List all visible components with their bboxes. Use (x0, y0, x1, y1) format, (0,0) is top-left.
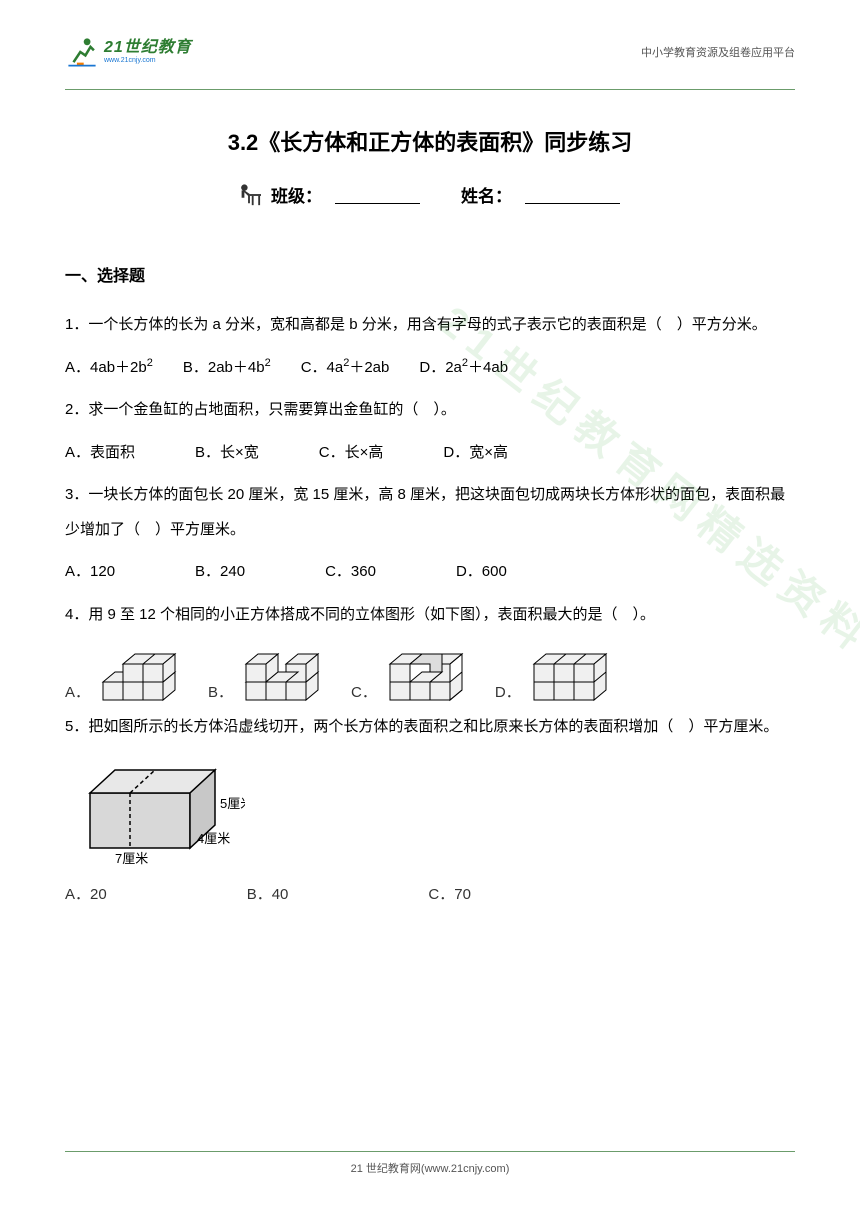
question-3: 3．一块长方体的面包长 20 厘米，宽 15 厘米，高 8 厘米，把这块面包切成… (65, 478, 795, 547)
logo-main-text: 21世纪教育 (104, 40, 192, 56)
question-1-options: A．4ab＋2b2 B．2ab＋4b2 C．4a2＋2ab D．2a2＋4ab (65, 351, 795, 386)
student-desk-icon (235, 183, 263, 207)
question-5: 5．把如图所示的长方体沿虚线切开，两个长方体的表面积之和比原来长方体的表面积增加… (65, 710, 795, 745)
q1-option-b[interactable]: B．2ab＋4b2 (183, 351, 271, 386)
question-3-options: A．120 B．240 C．360 D．600 (65, 555, 795, 590)
header-divider (65, 89, 795, 90)
page-header: 21世纪教育 www.21cnjy.com 中小学教育资源及组卷应用平台 (65, 35, 795, 77)
cuboid-figure-icon: 5厘米 4厘米 7厘米 (75, 758, 245, 868)
name-label: 姓名： (461, 182, 512, 207)
q4-option-c[interactable]: C． (351, 642, 480, 702)
q5-option-c[interactable]: C．70 (428, 883, 471, 904)
logo-runner-icon (65, 35, 99, 69)
dim-length: 7厘米 (115, 851, 148, 866)
name-input-line[interactable] (525, 186, 620, 204)
q2-option-a[interactable]: A．表面积 (65, 436, 135, 471)
q1-option-d[interactable]: D．2a2＋4ab (419, 351, 508, 386)
page-title: 3.2《长方体和正方体的表面积》同步练习 (65, 125, 795, 157)
q3-option-c[interactable]: C．360 (325, 555, 376, 590)
cube-figure-a-icon (93, 642, 193, 702)
page-footer: 21 世纪教育网(www.21cnjy.com) (65, 1151, 795, 1176)
q5-option-b[interactable]: B．40 (247, 883, 289, 904)
footer-text: 21 世纪教育网(www.21cnjy.com) (65, 1160, 795, 1176)
q1-option-a[interactable]: A．4ab＋2b2 (65, 351, 153, 386)
q3-option-a[interactable]: A．120 (65, 555, 115, 590)
q4-option-d[interactable]: D． (495, 642, 624, 702)
question-4: 4．用 9 至 12 个相同的小正方体搭成不同的立体图形（如下图），表面积最大的… (65, 598, 795, 633)
class-input-line[interactable] (335, 186, 420, 204)
q2-option-d[interactable]: D．宽×高 (443, 436, 508, 471)
question-2-options: A．表面积 B．长×宽 C．长×高 D．宽×高 (65, 436, 795, 471)
cube-figure-d-icon (524, 642, 624, 702)
q3-option-b[interactable]: B．240 (195, 555, 245, 590)
q3-option-d[interactable]: D．600 (456, 555, 507, 590)
dim-width: 4厘米 (197, 831, 230, 846)
q2-option-c[interactable]: C．长×高 (319, 436, 384, 471)
logo: 21世纪教育 www.21cnjy.com (65, 35, 192, 69)
section-1-title: 一、选择题 (65, 262, 795, 286)
question-2: 2．求一个金鱼缸的占地面积，只需要算出金鱼缸的（ ）。 (65, 393, 795, 428)
q1-option-c[interactable]: C．4a2＋2ab (301, 351, 390, 386)
logo-sub-text: www.21cnjy.com (104, 57, 192, 64)
q4-option-b[interactable]: B． (208, 642, 336, 702)
question-4-options: A． B． (65, 642, 795, 702)
q4-option-a[interactable]: A． (65, 642, 193, 702)
dim-height: 5厘米 (220, 796, 245, 811)
q2-option-b[interactable]: B．长×宽 (195, 436, 259, 471)
footer-divider (65, 1151, 795, 1152)
cube-figure-c-icon (380, 642, 480, 702)
question-5-options: A．20 B．40 C．70 (65, 883, 795, 904)
header-right-text: 中小学教育资源及组卷应用平台 (641, 44, 795, 60)
class-label: 班级： (271, 182, 322, 207)
cube-figure-b-icon (236, 642, 336, 702)
q5-option-a[interactable]: A．20 (65, 883, 107, 904)
question-1: 1．一个长方体的长为 a 分米，宽和高都是 b 分米，用含有字母的式子表示它的表… (65, 308, 795, 343)
student-info-row: 班级： 姓名： (65, 182, 795, 207)
